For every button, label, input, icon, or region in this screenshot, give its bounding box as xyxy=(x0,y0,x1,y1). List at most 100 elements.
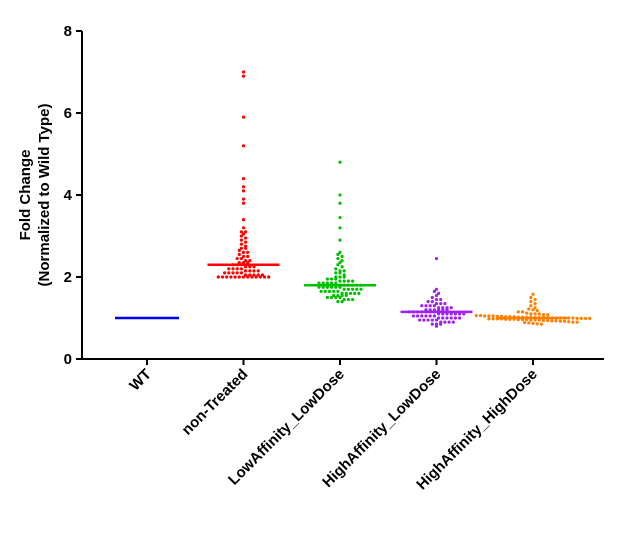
data-point xyxy=(334,285,338,289)
data-point xyxy=(527,307,531,311)
data-point xyxy=(256,269,260,273)
data-point xyxy=(244,265,248,269)
data-point xyxy=(443,320,447,324)
data-point xyxy=(571,316,575,320)
data-point xyxy=(338,250,342,254)
series-HighAffinity_LowDose xyxy=(400,256,473,328)
data-point xyxy=(516,315,520,319)
data-point xyxy=(334,277,338,281)
data-point xyxy=(508,315,512,319)
data-point xyxy=(317,285,321,289)
data-point xyxy=(443,302,447,306)
data-point xyxy=(246,254,250,259)
data-point xyxy=(241,275,246,279)
data-point xyxy=(248,273,252,277)
y-tick-label: 4 xyxy=(64,187,73,204)
data-point xyxy=(499,317,504,321)
y-tick-label: 6 xyxy=(64,105,72,122)
data-point xyxy=(533,312,537,316)
data-point xyxy=(342,275,346,279)
data-point xyxy=(462,312,466,316)
x-tick-label: non-Treated xyxy=(179,366,252,439)
data-point xyxy=(332,289,336,293)
series-HighAffinity_HighDose xyxy=(474,292,592,326)
data-point xyxy=(252,273,256,277)
data-point xyxy=(346,287,350,291)
data-point xyxy=(237,261,241,265)
data-point xyxy=(562,319,567,323)
data-point xyxy=(319,289,323,293)
data-point xyxy=(525,311,529,315)
x-axis: WT non-TreatedLowAffinity_LowDoseHighAffi… xyxy=(82,358,604,493)
data-point xyxy=(531,321,535,325)
data-point xyxy=(327,289,332,293)
data-point xyxy=(351,297,355,302)
data-point xyxy=(418,318,422,322)
data-point xyxy=(441,316,445,320)
data-point xyxy=(338,261,342,265)
data-point xyxy=(241,115,246,119)
data-point xyxy=(432,310,436,314)
data-point xyxy=(338,275,342,279)
data-point xyxy=(231,267,235,271)
data-point xyxy=(453,316,457,320)
data-point xyxy=(529,304,533,308)
y-axis-label: Fold Change (Normalized to Wild Type) xyxy=(17,104,53,287)
data-point xyxy=(241,144,246,148)
data-point xyxy=(330,281,334,285)
data-point xyxy=(340,254,344,259)
data-point xyxy=(241,177,246,181)
data-point xyxy=(342,269,346,273)
data-point xyxy=(244,240,248,244)
data-point xyxy=(420,314,424,318)
data-point xyxy=(338,238,342,242)
data-point xyxy=(325,281,329,285)
data-point xyxy=(411,314,415,318)
data-point xyxy=(237,252,241,257)
data-point xyxy=(445,316,449,320)
data-point xyxy=(325,277,329,281)
data-point xyxy=(478,313,483,318)
data-point xyxy=(239,230,243,234)
data-point xyxy=(248,269,252,273)
data-point xyxy=(434,293,439,298)
y-tick-label: 2 xyxy=(64,269,72,286)
data-point xyxy=(336,289,340,293)
data-point xyxy=(246,275,250,279)
data-point xyxy=(225,275,229,279)
series-layer xyxy=(115,70,592,328)
data-point xyxy=(533,297,537,302)
data-point xyxy=(262,275,267,279)
data-point xyxy=(445,308,449,312)
data-point xyxy=(340,300,344,304)
data-point xyxy=(504,317,508,321)
x-tick-label: WT xyxy=(126,366,155,395)
data-point xyxy=(546,318,550,323)
y-axis-label-line2: (Normalized to Wild Type) xyxy=(36,104,53,287)
data-point xyxy=(437,308,441,312)
data-point xyxy=(453,312,457,316)
data-point xyxy=(330,295,334,300)
data-point xyxy=(449,316,453,320)
data-point xyxy=(434,287,439,291)
data-point xyxy=(351,279,355,283)
data-point xyxy=(411,310,415,314)
data-point xyxy=(248,259,252,263)
data-point xyxy=(235,263,239,267)
data-point xyxy=(529,312,533,316)
data-point xyxy=(336,293,340,298)
data-point xyxy=(422,318,426,322)
data-point xyxy=(437,312,441,316)
data-point xyxy=(239,267,243,271)
data-point xyxy=(424,304,428,308)
data-point xyxy=(244,230,248,234)
data-point xyxy=(432,304,436,308)
data-point xyxy=(223,271,227,275)
data-point xyxy=(239,256,243,261)
data-point xyxy=(449,312,453,316)
data-point xyxy=(541,315,546,320)
data-point xyxy=(437,291,441,295)
data-point xyxy=(351,283,355,287)
data-point xyxy=(495,314,499,318)
data-point xyxy=(241,185,246,189)
